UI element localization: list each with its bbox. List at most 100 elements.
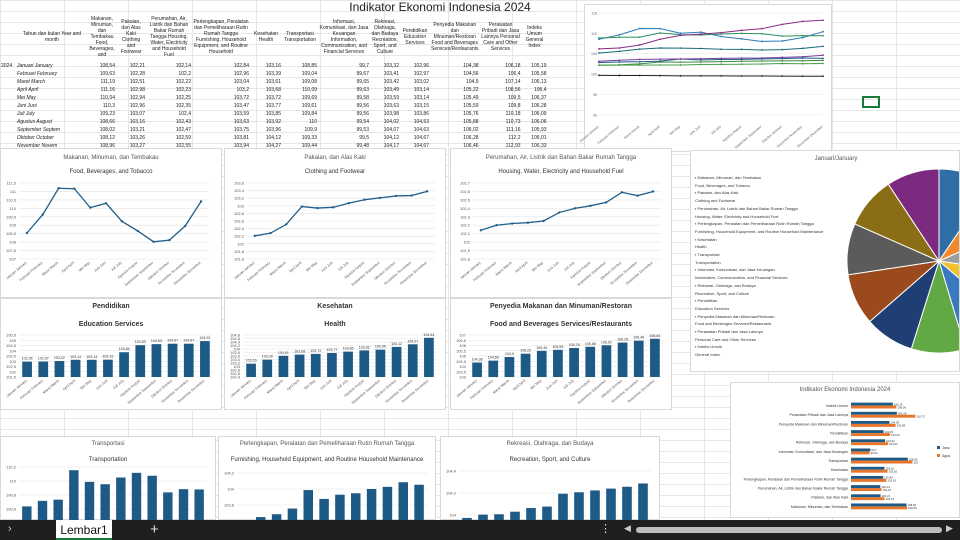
value-cell[interactable]: 103,04 (233, 79, 249, 85)
value-cell[interactable]: 109,23 (99, 111, 115, 117)
value-cell[interactable]: 103,72 (265, 95, 281, 101)
add-sheet-icon[interactable]: + (150, 521, 159, 538)
value-cell[interactable]: 108,12 (99, 135, 115, 141)
value-cell[interactable]: 102,96 (413, 63, 429, 69)
value-cell[interactable]: 109,63 (99, 71, 115, 77)
value-cell[interactable]: 99,58 (356, 95, 369, 101)
value-cell[interactable]: 103,59 (383, 95, 399, 101)
value-cell[interactable]: 103,85 (265, 111, 281, 117)
scroll-right-icon[interactable]: ▶ (946, 523, 953, 533)
value-cell[interactable]: 103,49 (383, 87, 399, 93)
value-cell[interactable]: 103,68 (265, 87, 281, 93)
scroll-left-icon[interactable]: ◀ (624, 523, 631, 533)
value-cell[interactable]: 110,73 (505, 119, 521, 125)
column-header[interactable]: Informasi, Komunikasi, dan Jasa Keuangan… (319, 19, 369, 55)
value-cell[interactable]: 103,42 (383, 79, 399, 85)
value-cell[interactable]: 103,16 (265, 63, 281, 69)
value-cell[interactable]: 99,53 (356, 127, 369, 133)
year-cell[interactable] (0, 126, 16, 134)
table-row[interactable]: Mei May 110,04 102,94 102,25 103,72 103,72 109… (0, 94, 548, 102)
chart-multiline[interactable]: 115 110 105 100 95 90 Januari January Februari … (579, 4, 832, 152)
value-cell[interactable]: 102,97 (413, 71, 429, 77)
month-cell[interactable]: September Septem (17, 127, 61, 133)
value-cell[interactable]: 106,28 (531, 103, 547, 109)
value-cell[interactable]: 102,84 (233, 63, 249, 69)
year-cell[interactable] (0, 118, 16, 126)
value-cell[interactable]: 106,33 (531, 143, 547, 149)
value-cell[interactable]: 102,94 (129, 95, 145, 101)
value-cell[interactable]: 104,56 (463, 71, 479, 77)
value-cell[interactable]: 103,47 (233, 103, 249, 109)
selected-cell[interactable] (862, 96, 880, 108)
column-header[interactable]: Kesehatan Health (254, 31, 278, 43)
value-cell[interactable]: 105,19 (531, 63, 547, 69)
value-cell[interactable]: 102,23 (175, 87, 191, 93)
month-cell[interactable]: Agustus August (17, 119, 52, 125)
value-cell[interactable]: 103,14 (413, 95, 429, 101)
value-cell[interactable]: 103,27 (129, 143, 145, 149)
value-cell[interactable]: 106,28 (463, 135, 479, 141)
table-row[interactable]: September Septem 108,02 103,21 102,47 103,75… (0, 126, 548, 134)
value-cell[interactable]: 103,41 (383, 71, 399, 77)
chart-restaurants[interactable]: Penyedia Makanan dan Minuman/Restoran Foo… (450, 298, 672, 410)
value-cell[interactable]: 102,2 (178, 71, 191, 77)
value-cell[interactable]: 103,77 (265, 103, 281, 109)
value-cell[interactable]: 102,22 (175, 79, 191, 85)
month-cell[interactable]: November Novem (17, 143, 58, 149)
year-cell[interactable] (0, 134, 16, 142)
value-cell[interactable]: 110 (309, 119, 317, 125)
value-cell[interactable]: 108,02 (99, 127, 115, 133)
column-header[interactable]: Pakaian, dan Alas Kaki Clothing and Foot… (120, 19, 142, 55)
value-cell[interactable]: 104,17 (383, 143, 399, 149)
value-cell[interactable]: 103,16 (129, 119, 145, 125)
table-row[interactable]: April April 111,16 102,98 102,23 103,2 103,68… (0, 86, 548, 94)
value-cell[interactable]: 102,14 (175, 63, 191, 69)
value-cell[interactable]: 102,51 (129, 79, 145, 85)
value-cell[interactable]: 104,53 (413, 119, 429, 125)
value-cell[interactable]: 110,09 (302, 87, 317, 93)
table-row[interactable]: November Novem 108,96 103,27 102,55 103,94 10… (0, 142, 548, 150)
value-cell[interactable]: 99,65 (356, 79, 369, 85)
value-cell[interactable]: 106,09 (531, 111, 547, 117)
value-cell[interactable]: 99,63 (356, 87, 369, 93)
column-header[interactable]: Indeks Umum General Index (525, 25, 544, 49)
value-cell[interactable]: 103,98 (383, 111, 399, 117)
table-row[interactable]: Agustus August 108,66 103,16 102,43 103,63 10… (0, 118, 548, 126)
value-cell[interactable]: 103,2 (236, 87, 249, 93)
value-cell[interactable]: 106,13 (531, 79, 547, 85)
value-cell[interactable]: 103,15 (413, 103, 429, 109)
value-cell[interactable]: 104,12 (383, 135, 399, 141)
value-cell[interactable]: 99,67 (356, 71, 369, 77)
value-cell[interactable]: 106,01 (531, 135, 547, 141)
value-cell[interactable]: 109,08 (301, 79, 317, 85)
value-cell[interactable]: 105,76 (463, 111, 479, 117)
value-cell[interactable]: 109,61 (301, 103, 317, 109)
year-cell[interactable] (0, 78, 16, 86)
value-cell[interactable]: 109,84 (301, 111, 317, 117)
value-cell[interactable]: 105,49 (463, 95, 479, 101)
value-cell[interactable]: 103,86 (413, 111, 429, 117)
table-row[interactable]: 2024 Januari January 108,54 102,21 102,14 102… (0, 62, 548, 70)
year-cell[interactable] (0, 86, 16, 94)
column-header[interactable]: Penyedia Makanan dan Minuman/Restoran Fo… (431, 22, 479, 52)
year-cell[interactable] (0, 94, 16, 102)
value-cell[interactable]: 99,7 (359, 63, 369, 69)
month-cell[interactable]: Juni Juni (17, 103, 37, 109)
value-cell[interactable]: 102,25 (175, 95, 191, 101)
value-cell[interactable]: 109,9 (304, 127, 317, 133)
column-header[interactable]: Perumahan, Air, Listrik dan Bahan Bakar … (149, 16, 189, 58)
value-cell[interactable]: 103,96 (265, 127, 281, 133)
month-cell[interactable]: Januari January (17, 63, 53, 69)
chart-clothing[interactable]: Pakaian, dan Alas Kaki Clothing and Footw… (224, 148, 446, 298)
value-cell[interactable]: 99,5 (359, 135, 369, 141)
horizontal-scrollbar[interactable] (636, 527, 942, 533)
value-cell[interactable]: 102,98 (129, 87, 145, 93)
value-cell[interactable]: 108,96 (99, 143, 115, 149)
column-header[interactable]: Perawatan Pribadi dan Jasa Lainnya Perso… (481, 22, 520, 52)
value-cell[interactable]: 109,04 (301, 71, 317, 77)
column-header[interactable]: Perlengkapan, Peralatan dan Pemeliharaan… (193, 19, 249, 55)
value-cell[interactable]: 102,4 (178, 111, 191, 117)
value-cell[interactable]: 106,06 (531, 119, 547, 125)
value-cell[interactable]: 109,69 (301, 95, 317, 101)
chart-horizontal-comparison[interactable]: Indikator Ekonomi Indonesia 2024 Indeks U… (730, 382, 960, 518)
